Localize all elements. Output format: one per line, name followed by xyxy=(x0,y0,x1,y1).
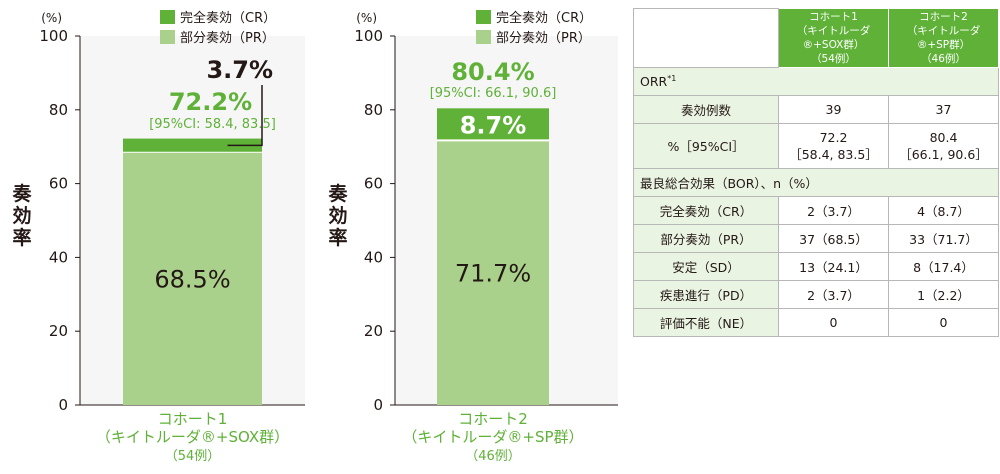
data-label-cr: 3.7% xyxy=(206,56,273,84)
cell-cohort1: 72.2 ［58.4, 83.5］ xyxy=(778,123,889,169)
legend-label: 部分奏効（PR） xyxy=(180,31,275,46)
total-orr-label: 72.2% xyxy=(169,88,252,116)
legend-swatch xyxy=(160,10,175,24)
row-label: 部分奏効（PR） xyxy=(633,224,779,253)
section-bor-label: 最良総合効果（BOR）、n（%） xyxy=(633,168,999,197)
table-section-bor: 最良総合効果（BOR）、n（%） xyxy=(633,168,999,197)
cell-cohort2: 8（17.4） xyxy=(888,252,999,281)
y-axis-label-char: 奏 xyxy=(327,182,348,205)
table-header-blank xyxy=(633,8,779,68)
section-orr-footnote: *1 xyxy=(667,73,677,83)
row-label: 完全奏効（CR） xyxy=(633,196,779,225)
cell-value: 72.2 xyxy=(819,130,848,145)
cohort2-line2: （キイトルーダ®+SP群） xyxy=(906,25,981,51)
y-tick-label: 100 xyxy=(354,27,383,45)
bar-cr-cohort1 xyxy=(123,138,262,153)
cell-cohort1: 2（3.7） xyxy=(778,196,889,225)
y-tick-label: 20 xyxy=(49,322,68,340)
cohort2-line1: コホート2 xyxy=(919,11,968,23)
y-tick-label: 100 xyxy=(39,27,68,45)
x-category-label-line: （46例） xyxy=(465,449,521,464)
x-category-label-line: （キイトルーダ®+SOX群） xyxy=(96,428,289,446)
cohort1-line3: （54例） xyxy=(811,53,856,65)
table-row: 部分奏効（PR） 37（68.5） 33（71.7） xyxy=(633,224,999,253)
table-header-row: コホート1 （キイトルーダ®+SOX群） （54例） コホート2 （キイトルーダ… xyxy=(633,8,999,68)
legend-label: 完全奏効（CR） xyxy=(496,10,592,26)
data-label-cr: 8.7% xyxy=(460,111,527,139)
legend-label: 部分奏効（PR） xyxy=(496,31,591,46)
row-label: 安定（SD） xyxy=(633,252,779,281)
cell-cohort1: 2（3.7） xyxy=(778,280,889,309)
cohort1-line1: コホート1 xyxy=(809,11,858,23)
cell-cohort2: 80.4 ［66.1, 90.6］ xyxy=(888,123,999,169)
y-axis-label-char: 率 xyxy=(12,226,31,249)
y-axis-label-char: 率 xyxy=(328,226,347,249)
cell-value: 80.4 xyxy=(929,130,958,145)
y-unit-label: (%) xyxy=(356,11,377,25)
x-category-label-line: （54例） xyxy=(165,449,221,464)
cell-cohort1: 37（68.5） xyxy=(778,224,889,253)
table-header-cohort1: コホート1 （キイトルーダ®+SOX群） （54例） xyxy=(778,8,889,68)
table-row: 評価不能（NE） 0 0 xyxy=(633,308,999,337)
total-orr-label: 80.4% xyxy=(451,58,534,86)
cell-cohort2: 4（8.7） xyxy=(888,196,999,225)
table-row: 奏効例数 39 37 xyxy=(633,95,999,124)
table-row: 疾患進行（PD） 2（3.7） 1（2.2） xyxy=(633,280,999,309)
cell-cohort1: 13（24.1） xyxy=(778,252,889,281)
ci-label: [95%CI: 66.1, 90.6] xyxy=(430,86,557,101)
cell-ci: ［58.4, 83.5］ xyxy=(789,147,878,162)
row-label: 疾患進行（PD） xyxy=(633,280,779,309)
cell-cohort1: 0 xyxy=(778,308,889,337)
y-axis-label-char: 効 xyxy=(328,204,347,227)
table-row: 完全奏効（CR） 2（3.7） 4（8.7） xyxy=(633,196,999,225)
ci-label: [95%CI: 58.4, 83.5] xyxy=(149,117,276,132)
orr-table: コホート1 （キイトルーダ®+SOX群） （54例） コホート2 （キイトルーダ… xyxy=(633,8,999,337)
y-tick-label: 80 xyxy=(364,101,383,119)
x-category-label-line: （キイトルーダ®+SP群） xyxy=(402,428,583,446)
legend-label: 完全奏効（CR） xyxy=(180,10,276,26)
orr-table-container: コホート1 （キイトルーダ®+SOX群） （54例） コホート2 （キイトルーダ… xyxy=(633,8,999,337)
y-tick-label: 0 xyxy=(373,396,383,414)
x-category-label-line: コホート2 xyxy=(458,410,528,428)
row-label: 評価不能（NE） xyxy=(633,308,779,337)
cohort2-line3: （46例） xyxy=(921,53,966,65)
cell-cohort2: 33（71.7） xyxy=(888,224,999,253)
leader-line xyxy=(227,85,263,147)
y-tick-label: 0 xyxy=(58,396,68,414)
y-tick-label: 40 xyxy=(364,248,383,266)
cell-cohort2: 0 xyxy=(888,308,999,337)
orr-bar-charts: 020406080100(%)奏効率68.5%3.7%72.2%[95%CI: … xyxy=(11,10,618,464)
x-category-label-line: コホート1 xyxy=(158,410,228,428)
y-tick-label: 80 xyxy=(49,101,68,119)
table-row: 安定（SD） 13（24.1） 8（17.4） xyxy=(633,252,999,281)
cell-cohort1: 39 xyxy=(778,95,889,124)
y-axis-label-char: 奏 xyxy=(11,182,32,205)
cohort1-line2: （キイトルーダ®+SOX群） xyxy=(796,25,871,51)
y-tick-label: 60 xyxy=(49,175,68,193)
legend-swatch xyxy=(476,30,491,44)
legend-swatch xyxy=(476,10,491,24)
y-tick-label: 60 xyxy=(364,175,383,193)
y-tick-label: 20 xyxy=(364,322,383,340)
section-orr-text: ORR xyxy=(640,74,668,90)
section-orr-label: ORR*1 xyxy=(633,67,999,96)
table-header-cohort2: コホート2 （キイトルーダ®+SP群） （46例） xyxy=(888,8,999,68)
data-label-pr: 68.5% xyxy=(154,266,230,294)
y-tick-label: 40 xyxy=(49,248,68,266)
cell-cohort2: 37 xyxy=(888,95,999,124)
row-label: %［95%CI］ xyxy=(633,123,779,169)
y-axis-label-char: 効 xyxy=(12,204,31,227)
bar-pr-cohort2 xyxy=(437,140,549,405)
cell-ci: ［66.1, 90.6］ xyxy=(899,147,988,162)
row-label: 奏効例数 xyxy=(633,95,779,124)
cell-cohort2: 1（2.2） xyxy=(888,280,999,309)
table-row: %［95%CI］ 72.2 ［58.4, 83.5］ 80.4 ［66.1, 9… xyxy=(633,123,999,169)
bar-pr-cohort1 xyxy=(123,152,262,405)
table-section-orr: ORR*1 xyxy=(633,67,999,96)
bar-cr-cohort2 xyxy=(437,108,549,141)
y-unit-label: (%) xyxy=(41,11,62,25)
data-label-pr: 71.7% xyxy=(455,260,531,288)
legend-swatch xyxy=(160,30,175,44)
